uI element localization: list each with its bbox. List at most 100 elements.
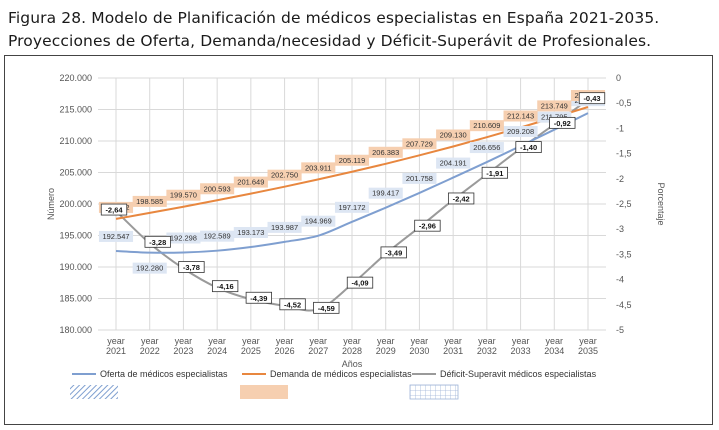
oferta-label-box <box>503 125 538 137</box>
y2-tick-label: -0,5 <box>616 98 632 108</box>
oferta-label-box <box>233 227 268 239</box>
deficit-label-box <box>346 276 374 289</box>
x-tick-label: 2025 <box>241 346 261 356</box>
y2-tick-label: -2 <box>616 174 624 184</box>
deficit-label-box <box>178 261 205 273</box>
deficit-data-label: -4,39 <box>250 294 267 303</box>
deficit-label-box <box>447 192 475 205</box>
x-tick-label: 2032 <box>477 346 497 356</box>
demanda-label-box <box>267 169 302 181</box>
deficit-data-label: -1,40 <box>520 143 537 152</box>
demanda-label-box <box>469 120 504 132</box>
oferta-label-box <box>132 262 167 274</box>
chart-frame <box>4 55 713 425</box>
deficit-data-label: -2,96 <box>419 222 436 231</box>
y2-tick-label: -2,5 <box>616 199 632 209</box>
oferta-data-label: 204.191 <box>440 159 467 168</box>
deficit-label-box <box>515 141 542 153</box>
x-tick-label: year <box>546 336 564 346</box>
x-tick-label: 2028 <box>342 346 362 356</box>
deficit-data-label: -4,16 <box>217 282 234 291</box>
x-tick-label: year <box>411 336 429 346</box>
legend-demanda-pattern <box>240 385 288 399</box>
demanda-data-label: 206.383 <box>372 148 399 157</box>
oferta-data-label: 193.173 <box>237 228 264 237</box>
deficit-data-label: -0,43 <box>583 94 600 103</box>
x-tick-label: year <box>276 336 294 346</box>
y-tick-label: 180.000 <box>59 325 92 335</box>
x-tick-label: year <box>208 336 226 346</box>
legend-oferta-label: Oferta de médicos especialistas <box>100 369 228 379</box>
x-tick-label: year <box>141 336 159 346</box>
y-tick-label: 210.000 <box>59 136 92 146</box>
deficit-label-box <box>245 291 273 304</box>
caption-line-2: Proyecciones de Oferta, Demanda/necesida… <box>8 32 652 50</box>
demanda-label-box <box>166 189 201 201</box>
y2-tick-label: -3 <box>616 224 624 234</box>
demanda-data-label: 198.585 <box>136 197 163 206</box>
y-tick-label: 195.000 <box>59 231 92 241</box>
deficit-data-label: -4,59 <box>318 304 335 313</box>
x-tick-label: 2022 <box>140 346 160 356</box>
demanda-label-box <box>368 146 403 158</box>
deficit-data-label: -0,92 <box>554 119 571 128</box>
demanda-label-box <box>233 176 268 188</box>
oferta-data-label: 192.280 <box>136 264 163 273</box>
deficit-label-box <box>481 166 509 179</box>
oferta-line <box>115 112 589 254</box>
y-tick-label: 205.000 <box>59 168 92 178</box>
demanda-data-label: 210.609 <box>473 121 500 130</box>
y2-tick-label: -4,5 <box>616 300 632 310</box>
y-tick-label: 200.000 <box>59 199 92 209</box>
x-tick-label: year <box>512 336 530 346</box>
x-tick-label: 2029 <box>376 346 396 356</box>
x-tick-label: year <box>579 336 597 346</box>
y-tick-label: 190.000 <box>59 262 92 272</box>
oferta-data-label: 209.208 <box>507 127 534 136</box>
demanda-data-label: 205.119 <box>339 156 366 165</box>
caption-line-1: Figura 28. Modelo de Planificación de mé… <box>8 9 660 27</box>
demanda-label-box <box>402 138 437 150</box>
oferta-data-label: 194.969 <box>305 217 332 226</box>
demanda-label-box <box>503 110 538 122</box>
demanda-label-box <box>436 129 471 141</box>
demanda-data-label: 200.593 <box>204 184 231 193</box>
demanda-data-label: 201.649 <box>237 178 264 187</box>
deficit-data-label: -3,78 <box>183 263 200 272</box>
demanda-data-label: 212.143 <box>507 111 534 120</box>
x-tick-label: year <box>242 336 260 346</box>
y2-tick-label: 0 <box>616 73 621 83</box>
x-tick-label: 2034 <box>544 346 564 356</box>
oferta-data-label: 197.172 <box>338 203 365 212</box>
x-axis-title: Años <box>342 359 363 369</box>
x-tick-label: year <box>444 336 462 346</box>
demanda-data-label: 202.750 <box>271 171 298 180</box>
y-tick-label: 215.000 <box>59 105 92 115</box>
x-tick-label: year <box>107 336 125 346</box>
demanda-label-box <box>132 195 167 207</box>
oferta-data-label: 192.589 <box>204 232 231 241</box>
demanda-data-label: 213.749 <box>541 101 568 110</box>
oferta-data-label: 201.758 <box>406 174 433 183</box>
oferta-label-box <box>267 221 302 233</box>
oferta-label-box <box>469 142 504 154</box>
legend-deficit-pattern <box>409 384 459 400</box>
deficit-label-box <box>100 203 128 216</box>
deficit-label-box <box>578 92 606 105</box>
y-tick-label: 185.000 <box>59 294 92 304</box>
demanda-data-label: 207.729 <box>406 139 433 148</box>
x-tick-label: 2023 <box>173 346 193 356</box>
demanda-label-box <box>200 183 235 195</box>
y2-axis-title: Porcentaje <box>656 182 666 225</box>
deficit-data-label: -4,52 <box>284 300 301 309</box>
oferta-data-label: 199.417 <box>372 189 399 198</box>
deficit-label-box <box>380 246 407 259</box>
y2-tick-label: -1,5 <box>616 149 632 159</box>
x-tick-label: year <box>478 336 496 346</box>
oferta-data-label: 192.547 <box>102 232 129 241</box>
x-tick-label: 2027 <box>308 346 328 356</box>
deficit-data-label: -2,64 <box>105 206 123 215</box>
x-tick-label: 2033 <box>511 346 531 356</box>
legend-oferta-pattern <box>70 385 118 399</box>
